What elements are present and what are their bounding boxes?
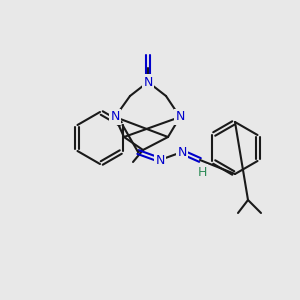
Text: N: N bbox=[175, 110, 185, 124]
Text: N: N bbox=[110, 110, 120, 124]
Text: H: H bbox=[197, 166, 207, 178]
Text: N: N bbox=[155, 154, 165, 166]
Text: N: N bbox=[177, 146, 187, 158]
Text: N: N bbox=[143, 76, 153, 88]
